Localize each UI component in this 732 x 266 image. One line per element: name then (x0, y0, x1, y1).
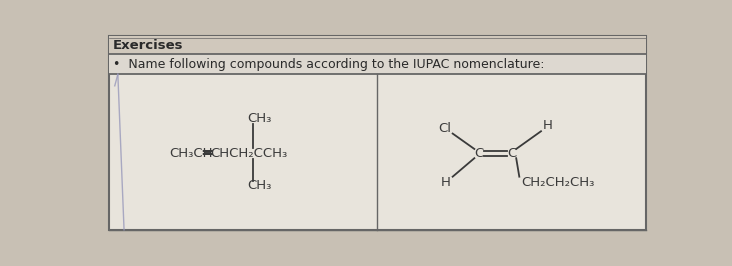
Text: H: H (441, 176, 451, 189)
FancyBboxPatch shape (108, 54, 646, 74)
FancyBboxPatch shape (108, 36, 646, 54)
Text: =: = (200, 145, 214, 160)
Text: CH₃: CH₃ (247, 180, 272, 192)
Text: CH₃CH: CH₃CH (169, 147, 212, 160)
Text: C: C (507, 147, 516, 160)
Text: •  Name following compounds according to the IUPAC nomenclature:: • Name following compounds according to … (113, 58, 545, 71)
Text: Exercises: Exercises (113, 39, 184, 52)
Text: CH₂CH₂CH₃: CH₂CH₂CH₃ (521, 176, 594, 189)
Text: Cl: Cl (438, 122, 451, 135)
Text: C: C (474, 147, 484, 160)
Text: CH₃: CH₃ (247, 112, 272, 125)
Text: H: H (542, 119, 553, 132)
Text: CHCH₂CCH₃: CHCH₂CCH₃ (210, 147, 288, 160)
FancyBboxPatch shape (108, 36, 646, 230)
